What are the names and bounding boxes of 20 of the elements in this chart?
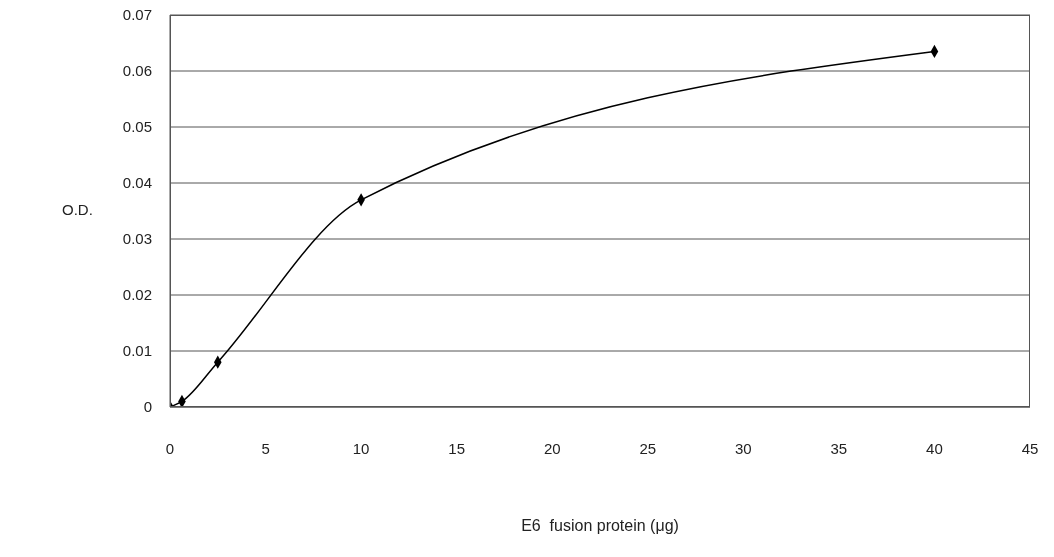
x-tick-label: 40 [926, 439, 943, 457]
x-axis-title: E6 fusion protein (μg) [521, 517, 679, 535]
x-tick-label: 5 [261, 439, 270, 457]
x-tick-label: 0 [165, 439, 175, 457]
x-tick-label: 10 [352, 439, 370, 457]
y-tick-label: 0 [143, 398, 152, 416]
y-tick-label: 0.05 [122, 118, 152, 136]
y-tick-label: 0.02 [122, 286, 152, 304]
y-axis-title: O.D. [62, 201, 93, 218]
x-tick-label: 25 [639, 439, 657, 457]
x-tick-label: 45 [1021, 439, 1039, 457]
y-tick-label: 0.07 [122, 6, 152, 24]
y-tick-label: 0.01 [122, 342, 152, 360]
x-tick-label: 15 [448, 439, 466, 457]
x-tick-label: 20 [543, 439, 561, 457]
x-tick-label: 35 [830, 439, 848, 457]
y-tick-label: 0.03 [122, 230, 152, 248]
y-tick-label: 0.06 [122, 62, 152, 80]
x-tick-label: 30 [734, 439, 752, 457]
y-tick-label: 0.04 [122, 174, 152, 192]
